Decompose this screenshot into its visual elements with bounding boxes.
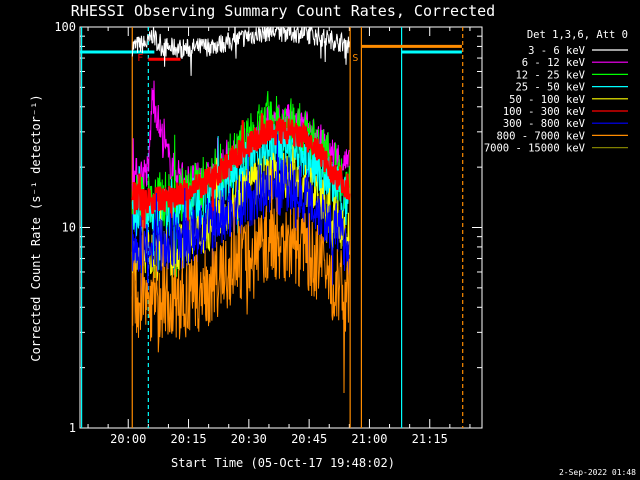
x-tick-label: 21:00	[351, 432, 387, 446]
x-tick-label: 20:30	[231, 432, 267, 446]
legend-entry-label: 300 - 800 keV	[503, 118, 586, 130]
x-axis-label: Start Time (05-Oct-17 19:48:02)	[171, 456, 395, 470]
legend-entry-label: 7000 - 15000 keV	[484, 143, 586, 155]
legend-entry-label: 50 - 100 keV	[509, 94, 586, 106]
legend-entry-label: 100 - 300 keV	[503, 106, 586, 118]
series-line	[131, 113, 351, 235]
x-tick-label: 20:00	[110, 432, 146, 446]
event-marker-label: S	[352, 53, 358, 64]
data-layer	[80, 27, 464, 428]
legend-entry-label: 3 - 6 keV	[528, 45, 586, 57]
legend-entry-label: 25 - 50 keV	[515, 82, 585, 94]
y-tick-label: 1	[69, 421, 76, 435]
plot-area: 1 10 100 20:00 20:15 20:30 20:45 21:00 21:15 F S	[54, 20, 483, 446]
chart-title: RHESSI Observing Summary Count Rates, Co…	[71, 2, 495, 20]
legend-entry-label: 12 - 25 keV	[515, 69, 585, 81]
y-tick-label: 10	[62, 221, 76, 235]
legend-entry-label: 6 - 12 keV	[522, 57, 586, 69]
x-tick-label: 20:45	[291, 432, 327, 446]
x-tick-label: 20:15	[170, 432, 206, 446]
series-line	[131, 134, 350, 306]
event-marker-label: F	[137, 53, 143, 64]
legend-header: Det 1,3,6, Att 0	[527, 29, 628, 41]
footer-timestamp: 2-Sep-2022 01:48	[559, 468, 636, 477]
series-line	[131, 168, 350, 394]
y-tick-label: 100	[54, 20, 76, 34]
series-line	[131, 27, 350, 76]
x-tick-label: 21:15	[412, 432, 448, 446]
y-axis-label: Corrected Count Rate (s⁻¹ detector⁻¹)	[29, 94, 43, 361]
legend-entry-label: 800 - 7000 keV	[496, 130, 585, 142]
